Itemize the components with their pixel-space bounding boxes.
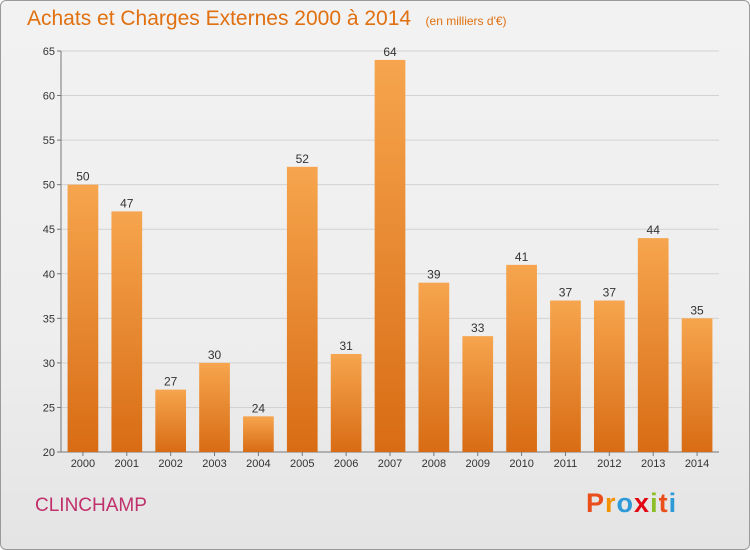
bar-2004 xyxy=(243,416,274,452)
x-tick-label-2007: 2007 xyxy=(378,458,402,470)
title-row: Achats et Charges Externes 2000 à 2014 (… xyxy=(27,7,507,31)
bar-2013 xyxy=(637,238,669,452)
logo-letter: i xyxy=(668,488,678,518)
logo-letter: t xyxy=(658,488,669,518)
value-label-2005: 52 xyxy=(296,152,310,166)
y-tick-label: 55 xyxy=(43,135,55,147)
x-tick-label-2002: 2002 xyxy=(158,458,182,470)
x-tick-label-2009: 2009 xyxy=(465,458,489,470)
bar-2002 xyxy=(155,389,187,452)
x-tick-label-2013: 2013 xyxy=(641,458,665,470)
value-label-2013: 44 xyxy=(647,223,661,237)
proxiti-logo: Proxiti xyxy=(586,488,677,519)
bar-2012 xyxy=(593,300,625,452)
chart-subtitle: (en milliers d'€) xyxy=(425,14,507,28)
x-tick-label-2004: 2004 xyxy=(246,458,270,470)
x-tick-label-2012: 2012 xyxy=(597,458,621,470)
value-label-2012: 37 xyxy=(603,286,617,300)
y-tick-label: 45 xyxy=(43,224,55,236)
tick-labels: 20 25 30 35 40 45 50 55 60 65 2000 2001 2002 2003 2004… xyxy=(43,46,710,470)
value-label-2006: 31 xyxy=(339,339,353,353)
x-tick-label-2005: 2005 xyxy=(290,458,314,470)
bar-2000 xyxy=(67,184,99,452)
bar-2014 xyxy=(681,318,713,452)
bar-2001 xyxy=(111,211,143,452)
x-tick-label-2006: 2006 xyxy=(334,458,358,470)
logo-letter: o xyxy=(616,488,635,518)
value-label-2008: 39 xyxy=(427,268,441,282)
y-tick-label: 40 xyxy=(43,269,55,281)
x-tick-label-2010: 2010 xyxy=(509,458,533,470)
bar-2003 xyxy=(199,362,230,452)
chart-title: Achats et Charges Externes 2000 à 2014 xyxy=(27,7,412,30)
logo-letter: P xyxy=(586,488,606,518)
x-tick-label-2000: 2000 xyxy=(71,458,95,470)
y-tick-label: 25 xyxy=(43,402,55,414)
value-label-2007: 64 xyxy=(383,45,397,59)
y-tick-label: 35 xyxy=(43,313,55,325)
bar-2007 xyxy=(374,59,406,453)
bar-2010 xyxy=(506,264,537,452)
value-label-2001: 47 xyxy=(120,196,134,210)
x-tick-label-2001: 2001 xyxy=(115,458,139,470)
y-tick-label: 60 xyxy=(43,91,55,103)
value-label-2011: 37 xyxy=(559,286,573,300)
bar-2009 xyxy=(462,336,494,452)
x-tick-label-2008: 2008 xyxy=(422,458,446,470)
value-label-2010: 41 xyxy=(515,250,529,264)
commune-name: CLINCHAMP xyxy=(35,495,147,516)
x-tick-label-2011: 2011 xyxy=(554,458,578,470)
value-label-2003: 30 xyxy=(208,348,222,362)
value-labels: 50 47 27 30 24 52 31 64 39 33 41 37 37 44 35 xyxy=(76,45,704,415)
bars xyxy=(67,59,713,453)
y-tick-label: 65 xyxy=(43,46,55,58)
bar-2006 xyxy=(330,353,362,452)
value-label-2004: 24 xyxy=(252,401,266,415)
bar-2005 xyxy=(286,166,318,452)
y-tick-label: 50 xyxy=(43,180,55,192)
bar-2011 xyxy=(550,300,581,452)
value-label-2009: 33 xyxy=(471,321,485,335)
y-tick-label: 20 xyxy=(43,447,55,459)
bar-2008 xyxy=(418,282,450,452)
logo-letter: i xyxy=(650,488,659,518)
x-tick-label-2003: 2003 xyxy=(202,458,226,470)
logo-letter: r xyxy=(605,488,617,518)
value-label-2002: 27 xyxy=(164,375,178,389)
y-tick-label: 30 xyxy=(43,358,55,370)
x-tick-label-2014: 2014 xyxy=(685,458,709,470)
logo-letter: x xyxy=(634,488,651,518)
value-label-2014: 35 xyxy=(690,303,704,317)
value-label-2000: 50 xyxy=(76,170,90,184)
